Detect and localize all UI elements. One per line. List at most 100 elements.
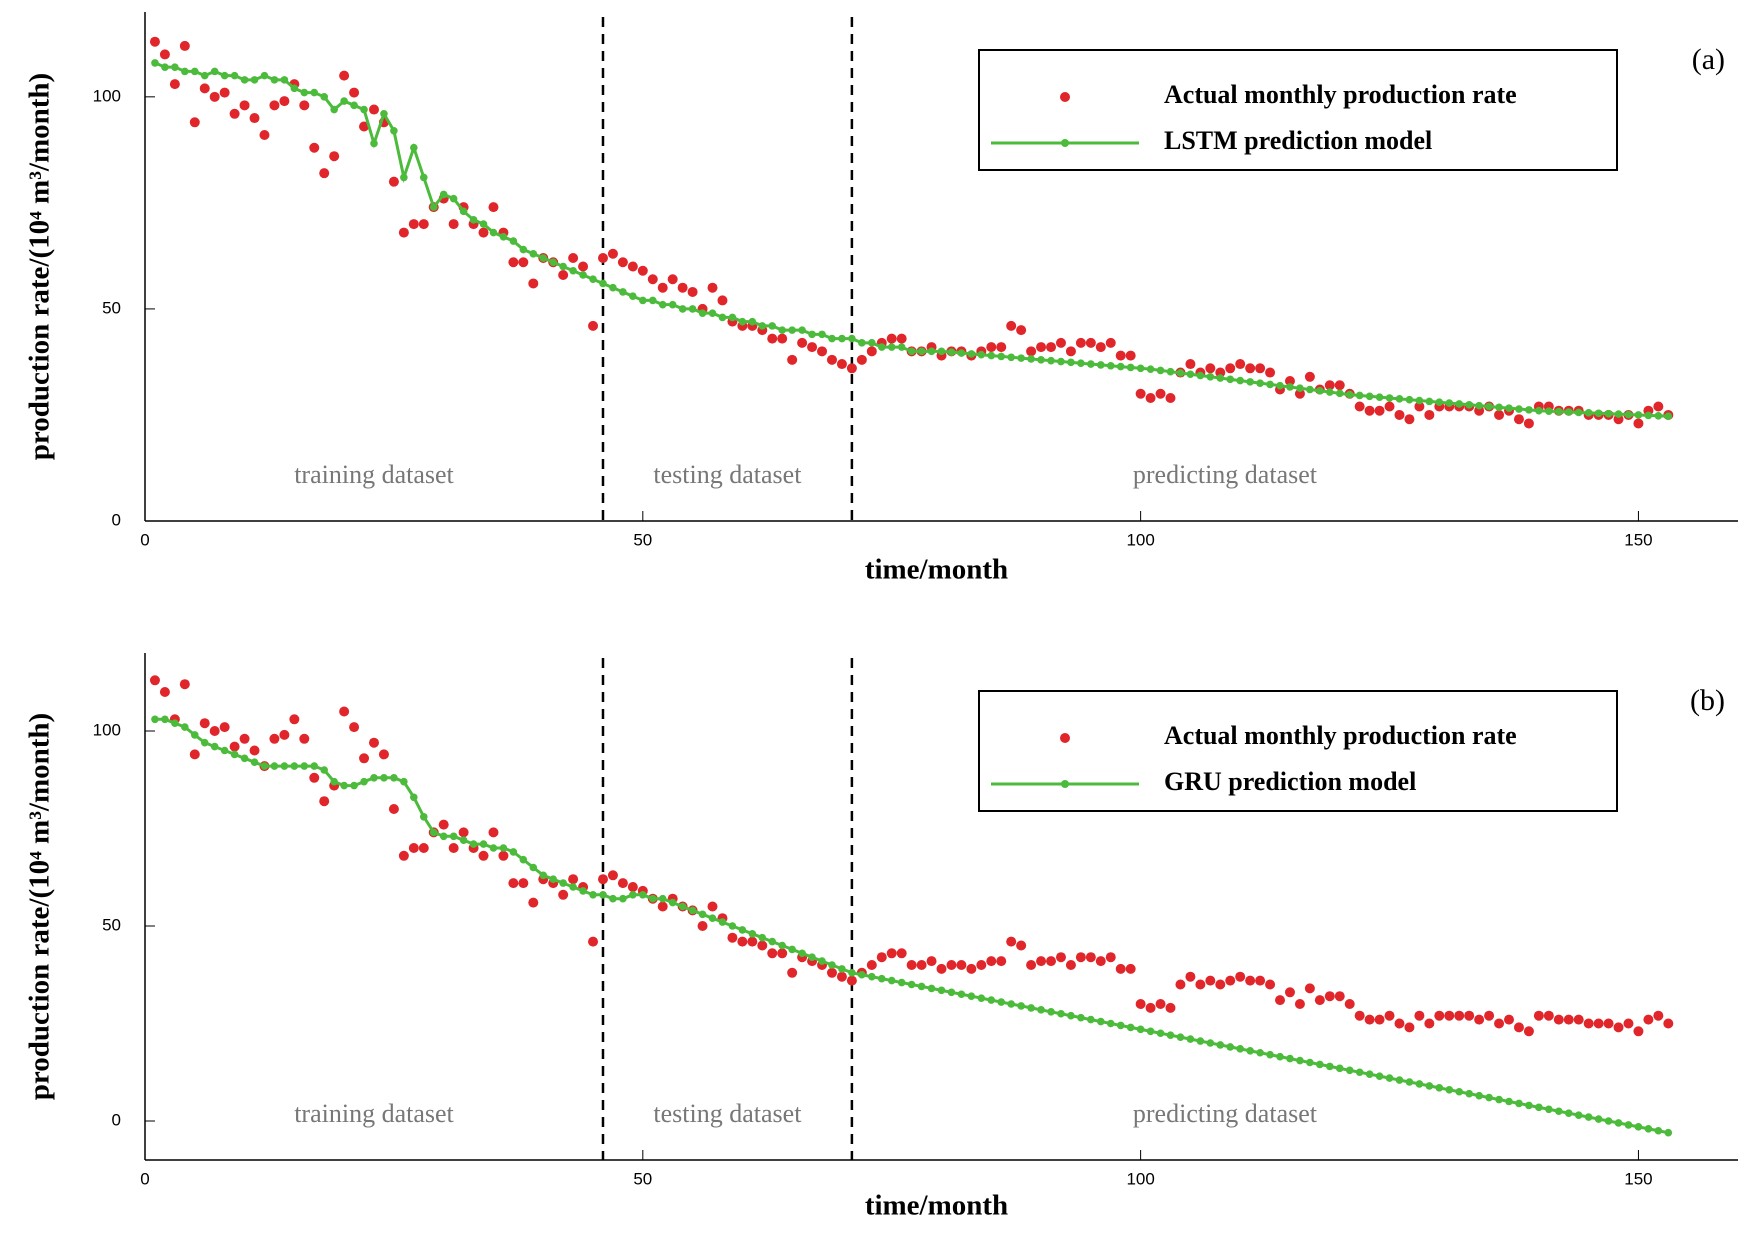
prediction-point [1057,357,1065,366]
prediction-point [1256,379,1264,387]
actual-point [807,342,818,353]
actual-point [239,100,250,111]
prediction-point [758,322,767,330]
prediction-point [210,742,219,751]
actual-point [1633,418,1644,429]
actual-point [817,346,828,357]
actual-point [349,87,360,98]
prediction-point [1545,1105,1553,1114]
prediction-point [798,949,806,958]
actual-point [339,70,350,81]
prediction-point [1077,359,1085,368]
actual-point [627,261,638,272]
prediction-point [1156,366,1165,375]
actual-point [787,967,798,978]
actual-point [1055,337,1066,348]
actual-point [607,248,618,259]
prediction-point [937,347,946,356]
actual-point [1006,320,1017,331]
actual-point [1145,1002,1156,1013]
prediction-point [1415,396,1424,405]
actual-point [826,967,837,978]
actual-point [1155,388,1166,399]
prediction-point [927,984,936,993]
prediction-point [449,194,458,203]
prediction-point [300,762,309,770]
prediction-point [479,220,488,228]
prediction-point [808,953,816,961]
actual-point [1245,975,1256,986]
prediction-point [698,309,707,317]
prediction-point [1594,1115,1603,1123]
actual-point [518,878,529,889]
actual-point [209,91,220,102]
prediction-point [758,933,767,942]
prediction-point [1276,1052,1284,1061]
prediction-point [459,207,468,216]
actual-point [249,745,260,756]
legend-box [978,49,1618,171]
actual-point [359,753,370,764]
actual-point [1394,409,1405,420]
actual-point [1384,401,1395,412]
prediction-point [489,844,498,852]
prediction-point [977,994,986,1002]
prediction-point [1495,1095,1503,1104]
actual-point [149,675,160,686]
prediction-point [1375,1072,1384,1080]
actual-point [717,295,728,306]
prediction-point [340,97,348,105]
prediction-point [1614,410,1623,418]
prediction-point [1435,1084,1444,1092]
prediction-point [459,836,468,844]
prediction-point [1644,411,1653,420]
prediction-point [1455,400,1464,408]
actual-point [1065,346,1076,357]
actual-point [657,901,668,912]
prediction-point [1146,365,1155,373]
actual-point [359,121,370,132]
prediction-point [419,813,428,821]
actual-point [1036,956,1047,967]
actual-point [707,901,718,912]
actual-point [448,843,459,853]
prediction-point [1087,1015,1095,1024]
prediction-point [250,758,259,766]
actual-point [1294,999,1305,1009]
legend-label: LSTM prediction model [1164,126,1432,155]
prediction-point [639,296,647,305]
actual-point [1284,376,1295,387]
prediction-point [151,59,159,67]
prediction-point [1604,409,1613,418]
actual-point [488,827,499,838]
prediction-point [310,88,319,97]
legend-marker [1060,733,1070,743]
prediction-point [1564,1109,1573,1117]
actual-point [189,117,200,128]
prediction-point [868,339,876,347]
prediction-point [479,840,488,848]
prediction-point [559,262,567,271]
actual-point [1464,1010,1475,1021]
prediction-point [370,774,378,782]
actual-point [846,975,857,986]
actual-point [826,354,837,365]
prediction-point [639,891,647,899]
prediction-point [1136,364,1145,373]
actual-point [408,219,419,230]
actual-point [996,956,1007,967]
prediction-point [1515,1099,1523,1108]
legend-marker [1061,139,1069,147]
panel-label: (b) [1690,684,1725,717]
actual-point [1434,1010,1445,1021]
prediction-point [1027,1004,1035,1012]
actual-point [727,932,738,943]
prediction-point [1286,1054,1294,1063]
y-axis-label: production rate/(10⁴ m³/month) [24,73,56,460]
prediction-point [380,774,388,782]
actual-point [528,278,539,289]
prediction-point [1087,360,1095,368]
prediction-point [1166,367,1175,376]
prediction-point [549,875,558,883]
prediction-point [1355,391,1364,400]
